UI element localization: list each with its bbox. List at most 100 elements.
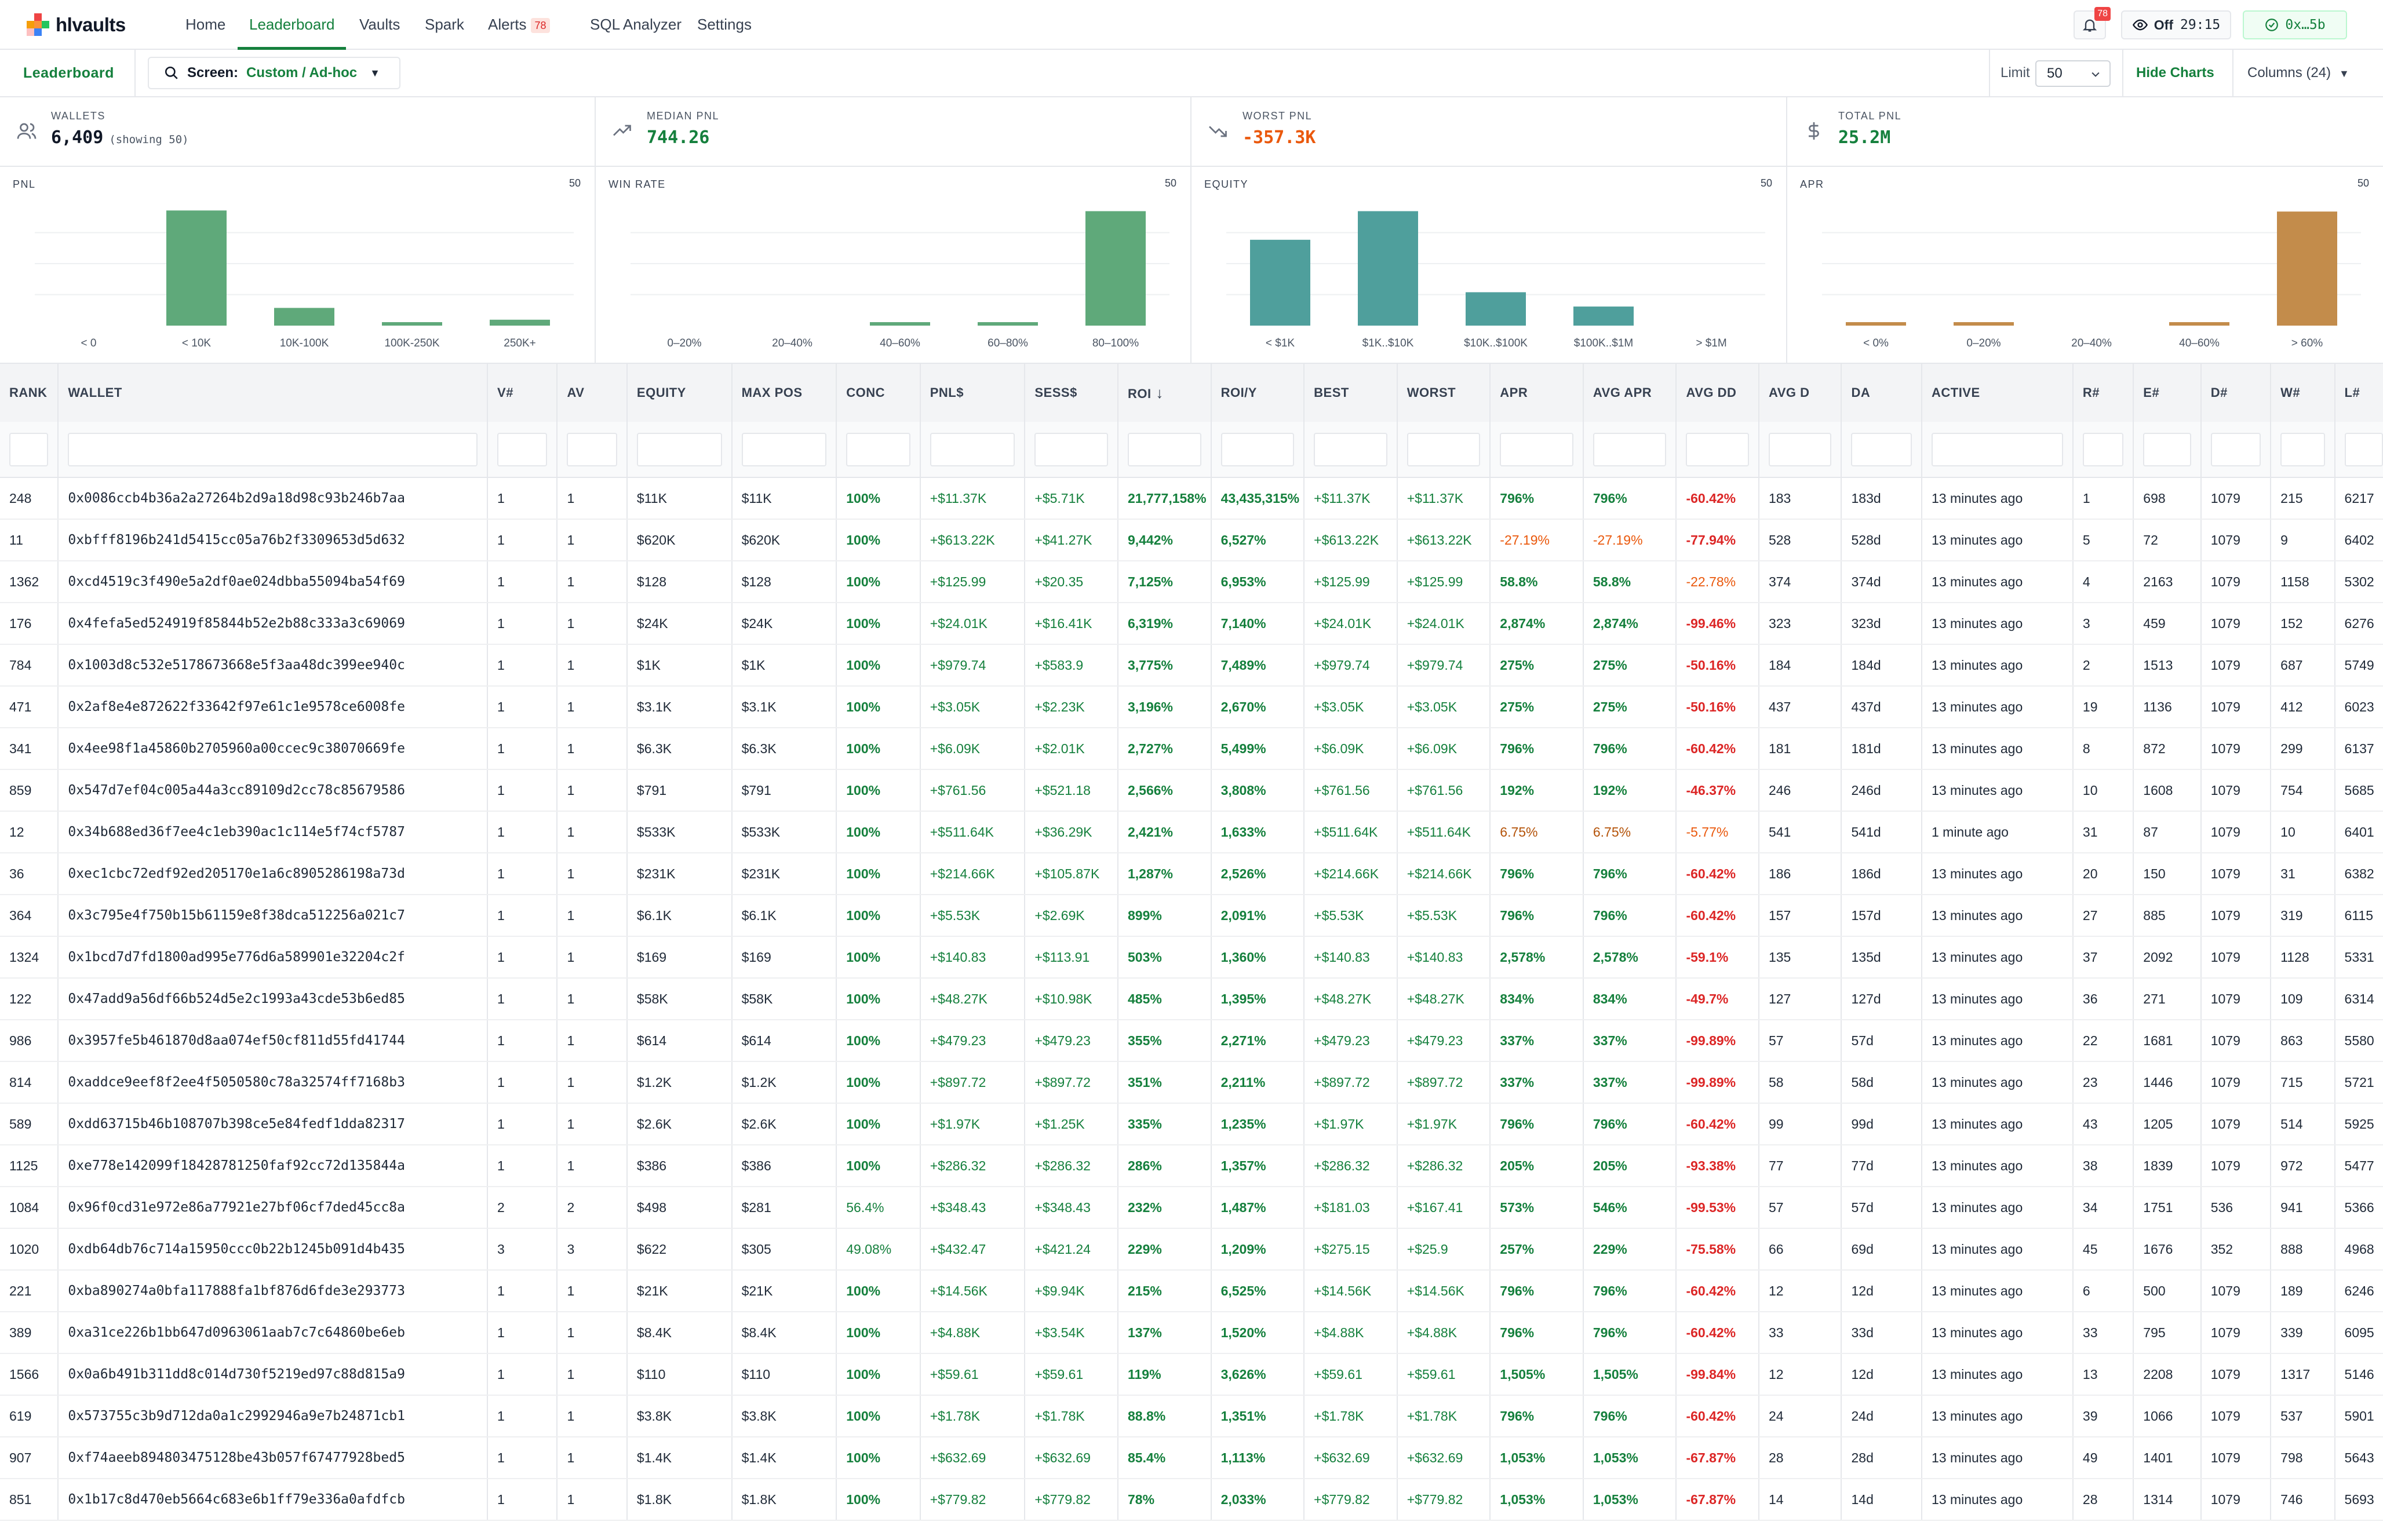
column-filter-input[interactable]	[636, 432, 722, 466]
column-filter-input[interactable]	[2143, 432, 2191, 466]
column-header[interactable]: AVG APR	[1583, 364, 1677, 422]
chart-bar[interactable]	[1954, 322, 2014, 326]
wallet-address-cell[interactable]: 0x34b688ed36f7ee4c1eb390ac1c114e5f74cf57…	[58, 811, 489, 853]
nav-settings[interactable]: Settings	[697, 0, 752, 50]
wallet-address-cell[interactable]: 0xec1cbc72edf92ed205170e1a6c8905286198a7…	[58, 853, 489, 895]
column-filter-input[interactable]	[1314, 432, 1387, 466]
wallet-address-cell[interactable]: 0x1b17c8d470eb5664c683e6b1ff79e336a0afdf…	[58, 1479, 489, 1521]
wallet-address-cell[interactable]: 0xbfff8196b241d5415cc05a76b2f3309653d5d6…	[58, 519, 489, 561]
column-filter-input[interactable]	[1500, 432, 1573, 466]
wallet-address-cell[interactable]: 0xba890274a0bfa117888fa1bf876d6fde3e2937…	[58, 1270, 489, 1312]
column-header[interactable]: AVG DD	[1676, 364, 1759, 422]
column-header[interactable]: WORST	[1397, 364, 1491, 422]
column-header[interactable]: AVG D	[1758, 364, 1842, 422]
limit-select[interactable]: 50	[2035, 60, 2111, 87]
column-header[interactable]: MAX POS	[731, 364, 837, 422]
live-toggle-button[interactable]: Off 29:15	[2121, 10, 2231, 39]
column-header[interactable]: BEST	[1304, 364, 1398, 422]
table-row[interactable]: 12 0x34b688ed36f7ee4c1eb390ac1c114e5f74cf…	[0, 811, 2383, 853]
wallet-address-cell[interactable]: 0x547d7ef04c005a44a3cc89109d2cc78c856795…	[58, 769, 489, 812]
nav-home[interactable]: Home	[185, 0, 225, 50]
wallet-address-cell[interactable]: 0x0a6b491b311dd8c014d730f5219ed97c88d815…	[58, 1353, 489, 1396]
table-row[interactable]: 364 0x3c795e4f750b15b61159e8f38dca512256a…	[0, 895, 2383, 937]
wallet-address-cell[interactable]: 0x96f0cd31e972e86a77921e27bf06cf7ded45cc…	[58, 1187, 489, 1229]
column-header[interactable]: ROI/Y	[1211, 364, 1305, 422]
table-row[interactable]: 986 0x3957fe5b461870d8aa074ef50cf811d55fd…	[0, 1020, 2383, 1062]
wallet-address-cell[interactable]: 0xaddce9eef8f2ee4f5050580c78a32574ff7168…	[58, 1061, 489, 1104]
table-row[interactable]: 36 0xec1cbc72edf92ed205170e1a6c8905286198…	[0, 853, 2383, 895]
wallet-address-cell[interactable]: 0xa31ce226b1bb647d0963061aab7c7c64860be6…	[58, 1312, 489, 1354]
table-row[interactable]: 619 0x573755c3b9d712da0a1c2992946a9e7b248…	[0, 1395, 2383, 1437]
table-row[interactable]: 1125 0xe778e142099f18428781250faf92cc72d1…	[0, 1145, 2383, 1187]
leaderboard-table-container[interactable]: RANK WALLET V# AV EQUITY MAX POS CONC PNL$ SESS$…	[0, 364, 2383, 1540]
chart-bar[interactable]	[1573, 306, 1634, 326]
column-header[interactable]: W#	[2271, 364, 2335, 422]
column-header[interactable]: WALLET	[58, 364, 489, 422]
wallet-address-cell[interactable]: 0x573755c3b9d712da0a1c2992946a9e7b24871c…	[58, 1395, 489, 1437]
column-filter-input[interactable]	[2210, 432, 2261, 466]
column-header[interactable]: PNL$	[920, 364, 1026, 422]
wallet-address-cell[interactable]: 0xdb64db76c714a15950ccc0b22b1245b091d4b4…	[58, 1228, 489, 1271]
column-filter-input[interactable]	[567, 432, 617, 466]
column-filter-input[interactable]	[1768, 432, 1832, 466]
column-filter-input[interactable]	[1407, 432, 1481, 466]
table-row[interactable]: 1020 0xdb64db76c714a15950ccc0b22b1245b091…	[0, 1228, 2383, 1271]
table-row[interactable]: 784 0x1003d8c532e5178673668e5f3aa48dc399e…	[0, 644, 2383, 687]
column-filter-input[interactable]	[2280, 432, 2325, 466]
table-row[interactable]: 1084 0x96f0cd31e972e86a77921e27bf06cf7ded…	[0, 1187, 2383, 1229]
hide-charts-button[interactable]: Hide Charts	[2136, 65, 2214, 81]
nav-alerts[interactable]: Alerts 78	[488, 0, 550, 50]
chart-bar[interactable]	[870, 322, 930, 326]
nav-vaults[interactable]: Vaults	[359, 0, 400, 50]
wallet-address-cell[interactable]: 0xe778e142099f18428781250faf92cc72d13584…	[58, 1145, 489, 1187]
column-header[interactable]: ACTIVE	[1921, 364, 2074, 422]
table-row[interactable]: 11 0xbfff8196b241d5415cc05a76b2f3309653d5…	[0, 519, 2383, 561]
wallet-address-cell[interactable]: 0x1bcd7d7fd1800ad995e776d6a589901e32204c…	[58, 936, 489, 979]
column-header[interactable]: D#	[2200, 364, 2272, 422]
wallet-address-cell[interactable]: 0xf74aeeb894803475128be43b057f67477928be…	[58, 1437, 489, 1479]
table-row[interactable]: 851 0x1b17c8d470eb5664c683e6b1ff79e336a0a…	[0, 1479, 2383, 1521]
chart-bar[interactable]	[2277, 211, 2337, 326]
chart-bar[interactable]	[490, 319, 550, 326]
column-filter-input[interactable]	[1931, 432, 2063, 466]
table-row[interactable]: 814 0xaddce9eef8f2ee4f5050580c78a32574ff7…	[0, 1061, 2383, 1104]
table-row[interactable]: 471 0x2af8e4e872622f33642f97e61c1e9578ce6…	[0, 686, 2383, 728]
wallet-address-cell[interactable]: 0x0086ccb4b36a2a27264b2d9a18d98c93b246b7…	[58, 477, 489, 520]
chart-bar[interactable]	[1846, 322, 1906, 326]
wallet-address-cell[interactable]: 0x3957fe5b461870d8aa074ef50cf811d55fd417…	[58, 1020, 489, 1062]
chart-bar[interactable]	[382, 322, 442, 326]
chart-bar[interactable]	[1466, 292, 1526, 326]
column-filter-input[interactable]	[68, 432, 478, 466]
table-row[interactable]: 1566 0x0a6b491b311dd8c014d730f5219ed97c88…	[0, 1353, 2383, 1396]
table-row[interactable]: 859 0x547d7ef04c005a44a3cc89109d2cc78c856…	[0, 769, 2383, 812]
column-filter-input[interactable]	[9, 432, 49, 466]
table-row[interactable]: 907 0xf74aeeb894803475128be43b057f6747792…	[0, 1437, 2383, 1479]
wallet-button[interactable]: 0x…5b	[2243, 10, 2347, 39]
table-row[interactable]: 341 0x4ee98f1a45860b2705960a00ccec9c38070…	[0, 728, 2383, 770]
logo[interactable]: hlvaults	[27, 13, 126, 37]
notifications-button[interactable]: 78	[2074, 7, 2111, 39]
column-header[interactable]: DA	[1841, 364, 1922, 422]
chart-bar[interactable]	[978, 322, 1038, 326]
wallet-address-cell[interactable]: 0xdd63715b46b108707b398ce5e84fedf1dda823…	[58, 1103, 489, 1145]
chart-bar[interactable]	[1085, 211, 1146, 326]
table-row[interactable]: 221 0xba890274a0bfa117888fa1bf876d6fde3e2…	[0, 1270, 2383, 1312]
column-header[interactable]: R#	[2072, 364, 2134, 422]
table-row[interactable]: 589 0xdd63715b46b108707b398ce5e84fedf1dda…	[0, 1103, 2383, 1145]
column-header[interactable]: ROI ↓	[1117, 364, 1212, 422]
table-row[interactable]: 389 0xa31ce226b1bb647d0963061aab7c7c64860…	[0, 1312, 2383, 1354]
column-header[interactable]: EQUITY	[626, 364, 733, 422]
column-filter-input[interactable]	[1686, 432, 1749, 466]
chart-bar[interactable]	[1250, 239, 1310, 326]
wallet-address-cell[interactable]: 0x4ee98f1a45860b2705960a00ccec9c38070669…	[58, 728, 489, 770]
column-filter-input[interactable]	[846, 432, 910, 466]
column-header[interactable]: RANK	[0, 364, 59, 422]
wallet-address-cell[interactable]: 0x3c795e4f750b15b61159e8f38dca512256a021…	[58, 895, 489, 937]
wallet-address-cell[interactable]: 0x1003d8c532e5178673668e5f3aa48dc399ee94…	[58, 644, 489, 687]
chart-bar[interactable]	[2169, 322, 2229, 326]
column-filter-input[interactable]	[1034, 432, 1108, 466]
column-header[interactable]: L#	[2334, 364, 2383, 422]
column-filter-input[interactable]	[497, 432, 548, 466]
column-filter-input[interactable]	[930, 432, 1015, 466]
wallet-address-cell[interactable]: 0x47add9a56df66b524d5e2c1993a43cde53b6ed…	[58, 978, 489, 1020]
